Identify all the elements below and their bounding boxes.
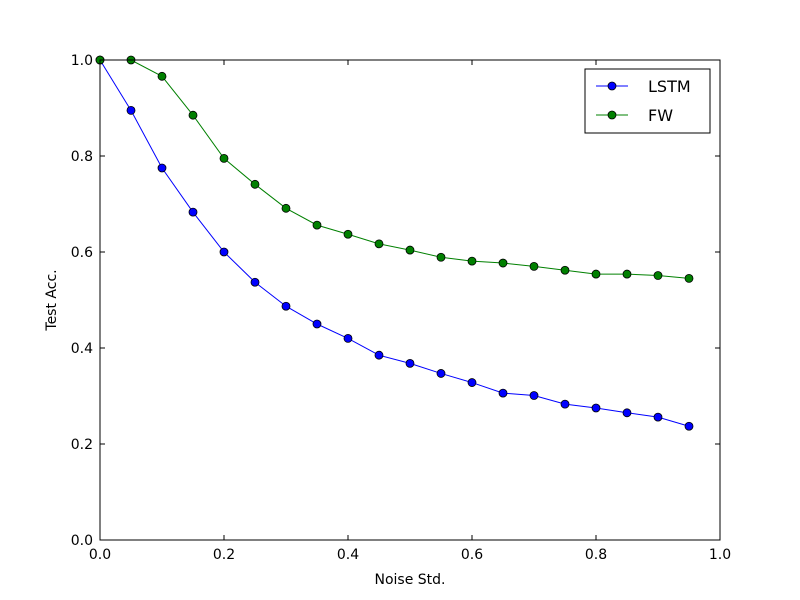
data-point-lstm (405, 358, 415, 368)
data-point-lstm (157, 163, 167, 173)
plot-area (95, 55, 694, 431)
axis-ticks: 0.0 0.2 0.4 0.6 0.8 1.0 0.0 0.2 0.4 0.6 0.8 1.0 (71, 53, 731, 563)
data-point-fw (622, 269, 632, 279)
data-point-fw (281, 203, 291, 213)
data-point-fw (157, 71, 167, 81)
data-point-fw (312, 220, 322, 230)
legend-label: LSTM (648, 77, 691, 96)
data-point-fw (374, 239, 384, 249)
data-point-fw (498, 258, 508, 268)
data-point-lstm (250, 277, 260, 287)
y-tick-label: 1.0 (71, 53, 93, 69)
series-line-fw (100, 59, 690, 279)
data-point-lstm (281, 301, 291, 311)
data-point-fw (684, 273, 694, 283)
y-tick-label: 0.8 (71, 149, 93, 165)
legend: LSTM FW (584, 68, 711, 134)
data-point-lstm (312, 319, 322, 329)
axes-frame (99, 59, 721, 541)
legend-entry-fw: FW (596, 106, 673, 125)
y-tick-label: 0.2 (71, 437, 93, 453)
legend-box (584, 68, 711, 134)
x-tick-label: 0.0 (89, 547, 111, 563)
data-point-lstm (467, 378, 477, 387)
data-point-lstm (219, 247, 229, 257)
x-tick-label: 0.6 (461, 547, 483, 563)
data-point-fw (219, 153, 229, 163)
data-point-fw (653, 271, 663, 280)
x-tick-label: 0.4 (337, 547, 359, 563)
data-point-lstm (498, 388, 508, 398)
data-point-fw (188, 110, 198, 120)
legend-entry-lstm: LSTM (596, 77, 691, 96)
series-line-lstm (99, 59, 690, 427)
data-point-lstm (684, 421, 694, 431)
x-tick-label: 0.8 (585, 547, 607, 563)
data-point-lstm (374, 350, 384, 360)
y-axis-label: Test Acc. (44, 269, 60, 331)
legend-marker (607, 81, 617, 91)
legend-marker (607, 110, 617, 120)
data-point-lstm (560, 399, 570, 409)
x-tick-label: 0.2 (213, 547, 235, 563)
y-tick-label: 0.0 (71, 533, 93, 549)
data-point-fw (343, 229, 353, 239)
y-tick-label: 0.4 (71, 341, 93, 357)
x-axis-label: Noise Std. (375, 572, 446, 588)
data-point-lstm (529, 391, 539, 400)
y-tick-label: 0.6 (71, 245, 93, 261)
data-point-fw (436, 252, 446, 262)
data-point-lstm (343, 333, 353, 343)
data-point-fw (591, 269, 601, 279)
data-point-fw (467, 256, 477, 266)
data-point-lstm (591, 403, 601, 413)
data-point-fw (405, 245, 415, 255)
legend-label: FW (648, 106, 673, 125)
data-point-lstm (126, 106, 136, 115)
data-point-fw (250, 179, 260, 189)
data-point-fw (560, 265, 570, 275)
data-point-lstm (188, 207, 198, 217)
data-point-lstm (622, 408, 632, 418)
data-point-fw (529, 261, 539, 271)
x-tick-label: 1.0 (709, 547, 731, 563)
data-point-lstm (653, 412, 663, 422)
data-point-lstm (436, 369, 446, 378)
